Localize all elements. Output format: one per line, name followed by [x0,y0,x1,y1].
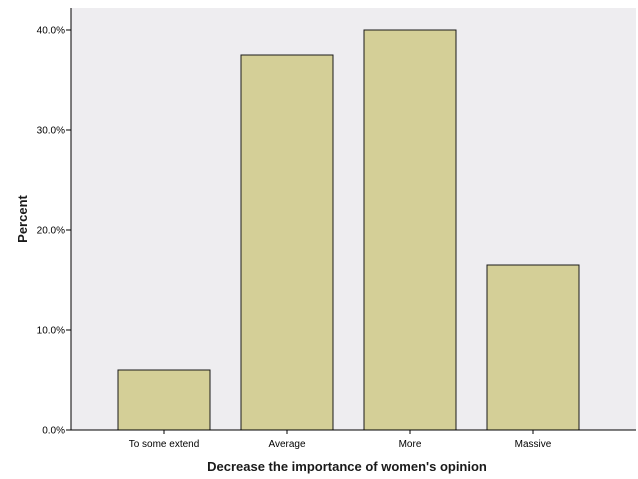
bar-to-some-extend [117,369,211,431]
bar-massive [486,264,580,431]
bars [117,29,580,431]
y-tick-label: 0.0% [42,426,65,437]
bar-more [363,29,457,431]
y-tick-label: 40.0% [37,26,65,37]
y-tick-label: 10.0% [37,326,65,337]
y-axis-title: Percent [15,194,30,242]
x-tick-label: To some extend [129,439,200,450]
y-tick-label: 30.0% [37,126,65,137]
x-axis-ticks: To some extend Average More Massive [129,430,552,450]
bar-average [240,54,334,431]
x-tick-label: More [399,439,422,450]
x-tick-label: Average [268,439,306,450]
x-tick-label: Massive [515,439,552,450]
y-axis-ticks: 0.0% 10.0% 20.0% 30.0% 40.0% [37,26,71,437]
x-axis-title: Decrease the importance of women's opini… [207,459,487,474]
y-tick-label: 20.0% [37,226,65,237]
